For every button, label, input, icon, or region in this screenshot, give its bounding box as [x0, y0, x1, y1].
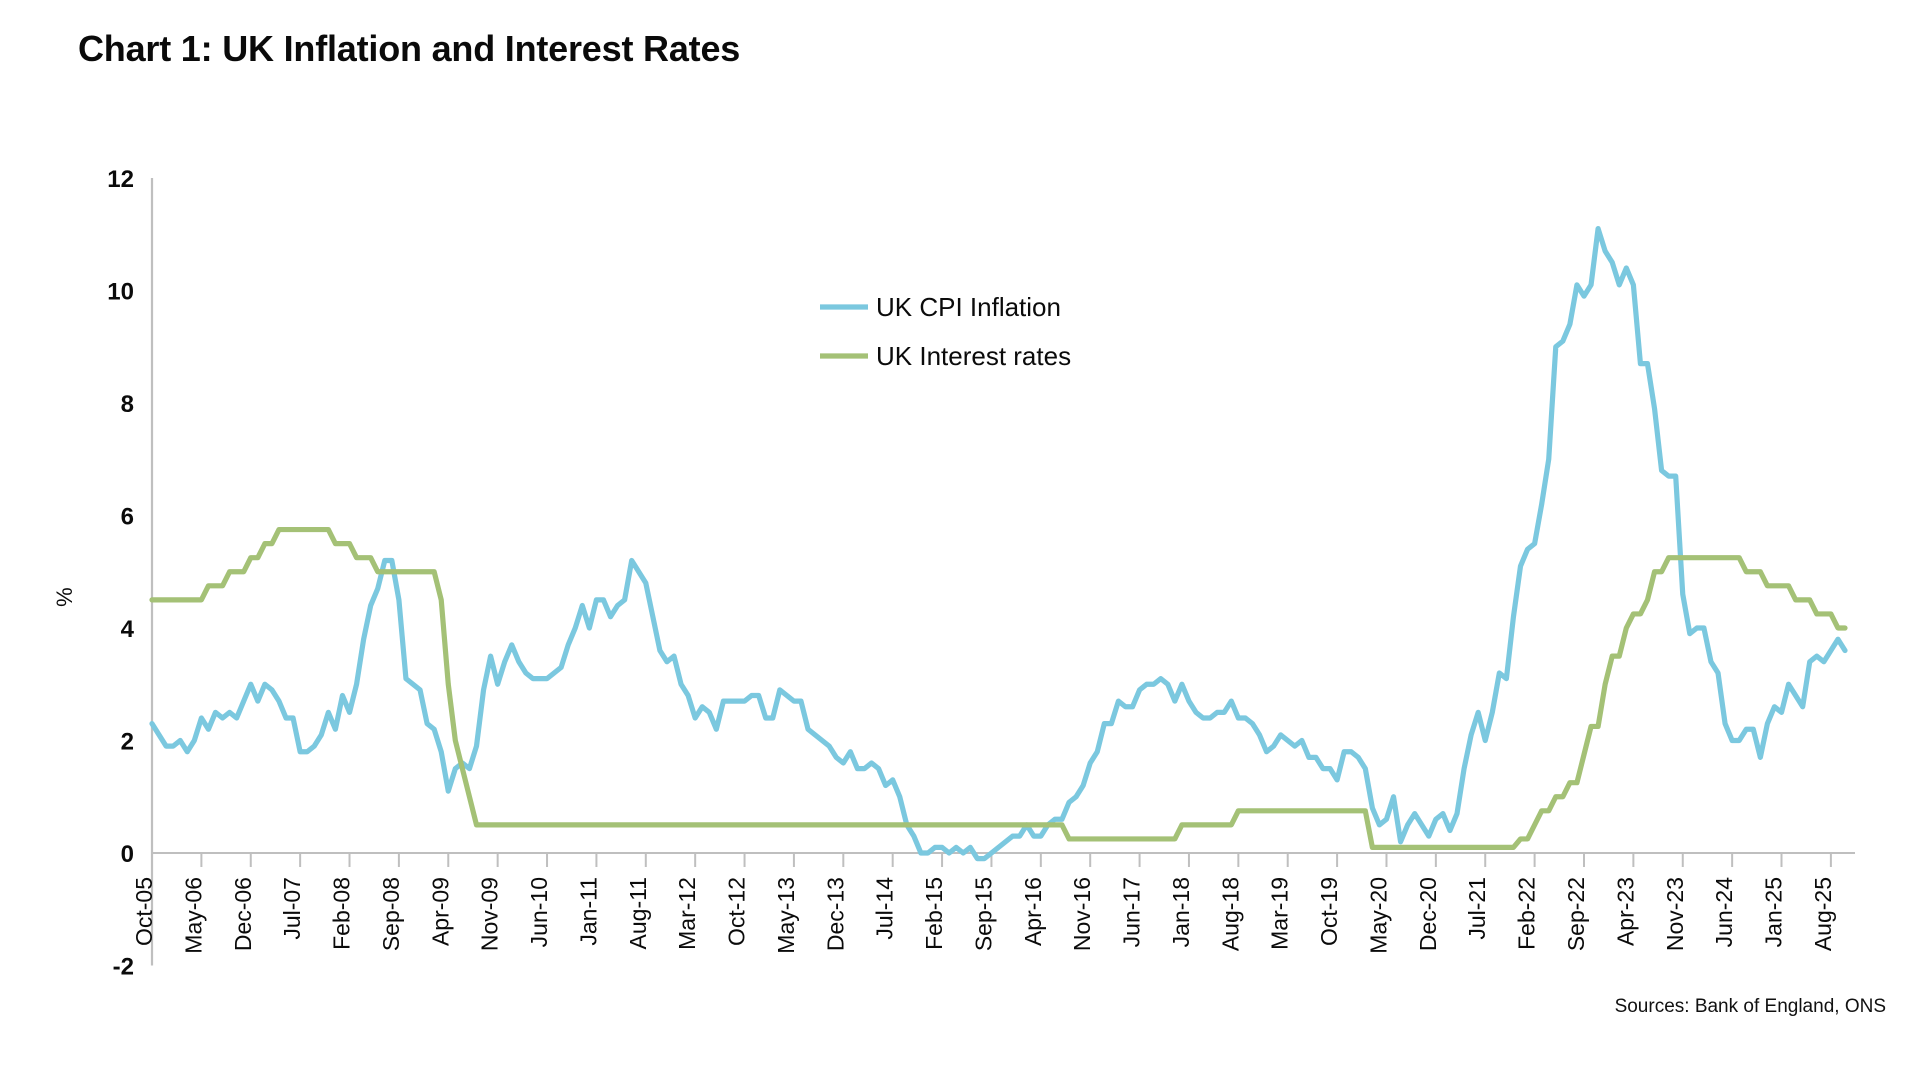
x-tick-label: Nov-23 — [1662, 877, 1688, 951]
x-tick-label: Dec-20 — [1415, 877, 1441, 951]
x-tick-label: Aug-25 — [1810, 877, 1836, 951]
y-tick-label: 4 — [121, 616, 135, 643]
x-tick-label: Jul-21 — [1464, 877, 1490, 940]
x-axis: Oct-05 May-06 Dec-06 Jul-07 Feb-08 Sep-08 Apr-… — [131, 852, 1855, 954]
x-tick-label: May-13 — [773, 877, 799, 954]
x-tick-label: May-20 — [1365, 877, 1391, 954]
x-tick-label: Apr-23 — [1612, 877, 1638, 946]
x-tick-label: Feb-22 — [1514, 877, 1540, 950]
y-tick-label: -2 — [113, 954, 134, 981]
series-lines — [149, 226, 1848, 862]
x-tick-label: Jul-07 — [279, 877, 305, 940]
source-note: Sources: Bank of England, ONS — [1614, 996, 1886, 1017]
x-tick-label: Sep-08 — [378, 877, 404, 951]
series-line-uk-interest-rates — [149, 526, 1848, 850]
x-tick-label: Jul-14 — [872, 877, 898, 940]
x-tick-label: Apr-16 — [1020, 877, 1046, 946]
chart-legend: UK CPI Inflation UK Interest rates — [820, 292, 1071, 371]
x-tick-label: Oct-05 — [131, 877, 157, 946]
series-line-uk-cpi-inflation — [149, 226, 1848, 862]
x-tick-label: Oct-12 — [724, 877, 750, 946]
x-tick-label: Nov-09 — [477, 877, 503, 951]
y-tick-label: 2 — [121, 729, 134, 756]
y-tick-label: 6 — [121, 504, 134, 531]
x-tick-label: Oct-19 — [1316, 877, 1342, 946]
y-tick-label: 0 — [121, 841, 134, 868]
x-tick-label: Jan-11 — [575, 877, 601, 946]
y-axis-title: % — [52, 587, 77, 607]
x-tick-label: Feb-08 — [329, 877, 355, 950]
x-tick-label: Jun-17 — [1119, 877, 1145, 947]
legend-label: UK Interest rates — [876, 341, 1071, 371]
x-tick-label: Sep-22 — [1563, 877, 1589, 951]
y-tick-label: 12 — [107, 166, 134, 193]
x-tick-label: Jun-24 — [1711, 877, 1737, 948]
x-tick-label: Apr-09 — [427, 877, 453, 946]
x-tick-label: May-06 — [180, 877, 206, 954]
x-tick-label: Jan-25 — [1761, 877, 1787, 947]
legend-label: UK CPI Inflation — [876, 292, 1061, 322]
x-tick-label: Nov-16 — [1069, 877, 1095, 951]
x-tick-label: Feb-15 — [921, 877, 947, 950]
x-tick-label: Aug-11 — [625, 877, 651, 949]
y-tick-label: 10 — [107, 279, 134, 306]
x-tick-label: Mar-12 — [674, 877, 700, 950]
page-title: Chart 1: UK Inflation and Interest Rates — [78, 28, 741, 69]
x-tick-label: Dec-13 — [822, 877, 848, 951]
x-tick-label: Jan-18 — [1168, 877, 1194, 947]
x-tick-label: Jun-10 — [526, 877, 552, 947]
x-tick-label: Sep-15 — [970, 877, 996, 951]
x-tick-label: Mar-19 — [1267, 877, 1293, 950]
x-tick-label: Dec-06 — [230, 877, 256, 951]
y-axis: 12 10 8 6 4 2 0 -2% — [52, 166, 154, 981]
x-tick-label: Aug-18 — [1217, 877, 1243, 951]
y-tick-label: 8 — [121, 391, 134, 418]
